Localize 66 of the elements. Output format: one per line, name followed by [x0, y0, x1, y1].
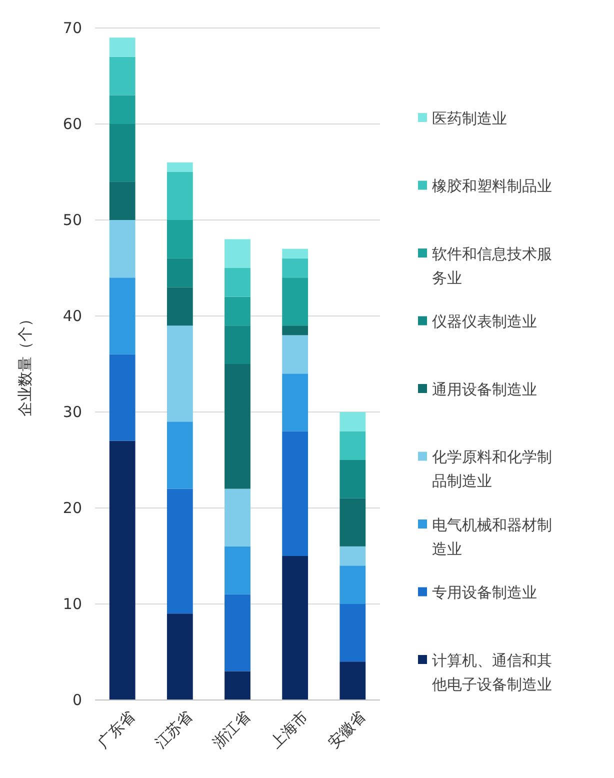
bar: [109, 278, 136, 354]
bar: [282, 374, 308, 432]
y-tick-label: 40: [62, 306, 82, 325]
bar: [224, 296, 250, 326]
bar: [166, 220, 193, 258]
y-tick-label: 70: [62, 18, 82, 37]
bar: [340, 460, 366, 498]
bar: [282, 431, 308, 556]
bar: [109, 95, 136, 124]
bar: [109, 354, 136, 441]
bar: [166, 422, 193, 489]
bar: [340, 566, 366, 604]
y-tick-label: 60: [62, 114, 82, 133]
x-tick-label: 广东省: [94, 708, 139, 752]
bar: [282, 258, 308, 278]
bar: [340, 604, 366, 662]
y-tick-label: 10: [62, 594, 82, 613]
bar: [340, 412, 366, 432]
bar: [109, 182, 136, 220]
bar: [224, 268, 250, 297]
bar: [109, 38, 136, 57]
y-axis-title: 企业数量（个）: [16, 312, 34, 416]
bar: [166, 172, 193, 220]
y-tick-label: 30: [62, 402, 82, 421]
legend-label: 通用设备制造业: [432, 380, 537, 398]
y-tick-label: 0: [72, 690, 82, 709]
bar: [109, 220, 136, 278]
bar: [224, 364, 250, 489]
bar: [166, 326, 193, 422]
legend-label: 化学原料和化学制品制造业: [432, 448, 552, 490]
bar: [224, 671, 250, 700]
legend-label: 医药制造业: [432, 109, 507, 128]
bar: [224, 546, 250, 594]
bar: [224, 326, 250, 364]
bar: [224, 488, 250, 546]
x-tick-label: 江苏省: [152, 708, 196, 752]
y-tick-label: 20: [62, 498, 82, 517]
bar: [340, 662, 366, 700]
bar: [109, 440, 136, 700]
bar: [166, 287, 193, 326]
bar: [282, 556, 308, 700]
bar: [282, 248, 308, 258]
bar: [224, 594, 250, 672]
bar: [282, 335, 308, 374]
x-tick-label: 上海市: [266, 708, 312, 752]
legend-label: 电气机械和器材制造业: [432, 516, 552, 558]
bar: [166, 488, 193, 614]
bar: [340, 498, 366, 546]
bar: [109, 56, 136, 96]
legend-label: 仪器仪表制造业: [432, 312, 537, 330]
legend-label: 计算机、通信和其他电子设备制造业: [432, 651, 552, 694]
bar: [340, 431, 366, 460]
legend-label: 橡胶和塑料制品业: [432, 177, 552, 195]
bar: [340, 546, 366, 566]
bar: [166, 614, 193, 700]
bar: [109, 124, 136, 182]
legend-label: 专用设备制造业: [432, 584, 537, 602]
legend-label: 软件和信息技术服务业: [432, 244, 552, 287]
x-tick-label: 浙江省: [209, 708, 254, 752]
bar: [282, 326, 308, 336]
bar: [166, 162, 193, 172]
bar: [166, 258, 193, 288]
x-tick-label: 安徽省: [324, 708, 369, 752]
y-tick-label: 50: [62, 210, 82, 229]
bar: [282, 278, 308, 326]
bar: [224, 239, 250, 268]
